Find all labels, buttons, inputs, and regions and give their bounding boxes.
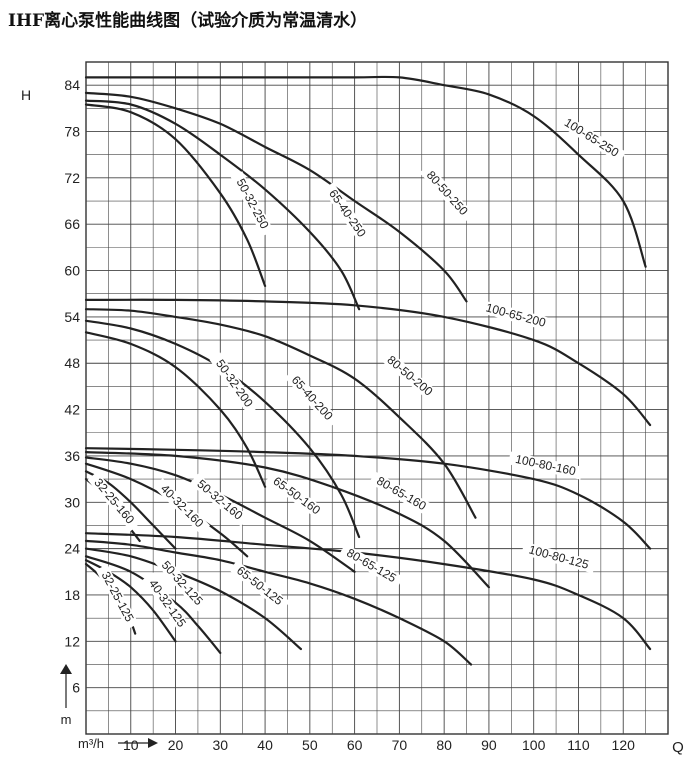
curve-label-bg: [478, 299, 554, 332]
curve-label-group: 65-40-200: [284, 369, 340, 428]
y-axis-label: H: [21, 87, 31, 103]
curve-65-40-250: [84, 99, 361, 311]
curve-label-group: 80-65-160: [368, 471, 434, 517]
page-title: IHF离心泵性能曲线图（试验介质为常温清水）: [8, 11, 368, 31]
axes: 6 12 18 24 30 36 42 48 54 60 66 72 78 84 10 20 30 40 50 60 7…: [21, 77, 684, 756]
curve-label-group: 100-65-250: [556, 112, 627, 163]
y-tick-label: 48: [64, 355, 80, 371]
curve-label-bg: [379, 349, 440, 403]
y-tick-label: 12: [64, 633, 80, 649]
y-tick-label: 30: [64, 494, 80, 510]
curve-label-bg: [521, 541, 597, 574]
x-tick-label: 70: [392, 737, 408, 753]
curve-label: 100-65-250: [562, 115, 622, 160]
curve-100-65-250: [84, 75, 647, 268]
curve-label-bg: [284, 369, 340, 428]
curve-label-bg: [265, 471, 328, 521]
curve-label-group: 80-65-125: [338, 543, 404, 589]
curve-80-65-125: [84, 539, 473, 666]
y-tick-label: 60: [64, 263, 80, 279]
curve-label-group: 50-32-250: [230, 171, 274, 237]
curve-label: 100-80-125: [527, 542, 590, 571]
curve-label-bg: [338, 543, 404, 589]
curve-80-50-250: [84, 91, 468, 303]
curve-label-group: 65-40-250: [322, 182, 372, 245]
x-tick-label: 80: [436, 737, 452, 753]
curve-label-group: 65-50-125: [229, 560, 290, 612]
y-tick-label: 24: [64, 541, 80, 557]
curve-label-group: 100-80-125: [521, 541, 597, 574]
x-tick-label: 110: [567, 737, 590, 753]
x-tick-label: 30: [213, 737, 229, 753]
y-tick-label: 36: [64, 448, 80, 464]
curve-label-group: 80-50-200: [379, 349, 440, 403]
curve-100-80-160: [84, 447, 652, 550]
curve-label-bg: [419, 164, 475, 223]
curve-50-32-125: [84, 555, 222, 654]
curve-100-65-200: [84, 298, 652, 427]
curve-80-65-160: [84, 451, 490, 589]
curve-label: 50-32-200: [213, 357, 256, 410]
curve-label: 80-50-200: [384, 353, 435, 399]
x-tick-label: 120: [612, 737, 636, 753]
curve-label-bg: [322, 182, 372, 245]
curve-labels: 100-65-250 80-50-250 65-40-250 50-32-250 100…: [87, 112, 627, 635]
curve-label: 80-50-250: [424, 168, 471, 218]
curve-label-bg: [87, 471, 141, 532]
curve-label: 80-65-125: [344, 546, 399, 586]
y-tick-label: 84: [64, 77, 80, 93]
y-unit-label: m: [61, 712, 72, 727]
y-tick-label: 78: [64, 124, 80, 140]
curve-label-bg: [142, 572, 192, 635]
x-tick-label: 20: [168, 737, 184, 753]
y-tick-label: 66: [64, 216, 80, 232]
curve-label-bg: [154, 554, 210, 613]
curve-label-bg: [230, 171, 274, 237]
x-tick-label: 10: [123, 737, 139, 753]
x-unit-label: m³/h: [78, 736, 104, 751]
y-unit-arrow-icon: [60, 664, 72, 674]
curve-50-32-250: [84, 103, 267, 288]
curve-label-bg: [189, 473, 250, 527]
y-tick-label: 6: [72, 680, 80, 696]
curve-label: 100-65-200: [484, 300, 547, 329]
curve-label-bg: [95, 564, 139, 630]
x-unit-arrow-icon: [148, 738, 158, 748]
curve-label: 65-40-200: [289, 373, 336, 423]
curve-100-80-125: [84, 532, 652, 651]
curve-label-group: 65-50-160: [265, 471, 328, 521]
x-tick-label: 100: [522, 737, 546, 753]
curve-label-bg: [507, 451, 584, 480]
y-tick-label: 18: [64, 587, 80, 603]
y-tick-label: 42: [64, 402, 80, 418]
y-tick-label: 72: [64, 170, 80, 186]
curve-label-bg: [368, 471, 434, 517]
curve-label-bg: [153, 477, 211, 535]
y-tick-label: 54: [64, 309, 80, 325]
curve-label-bg: [229, 560, 290, 612]
x-tick-label: 40: [257, 737, 273, 753]
x-axis-label: Q: [672, 739, 684, 756]
curve-80-50-200: [84, 308, 477, 519]
x-tick-label: 50: [302, 737, 318, 753]
x-tick-label: 60: [347, 737, 363, 753]
x-tick-label: 90: [481, 737, 497, 753]
curve-65-50-125: [84, 547, 302, 651]
curve-label-bg: [556, 112, 627, 163]
curves: [84, 75, 652, 666]
curve-label-bg: [209, 352, 259, 415]
